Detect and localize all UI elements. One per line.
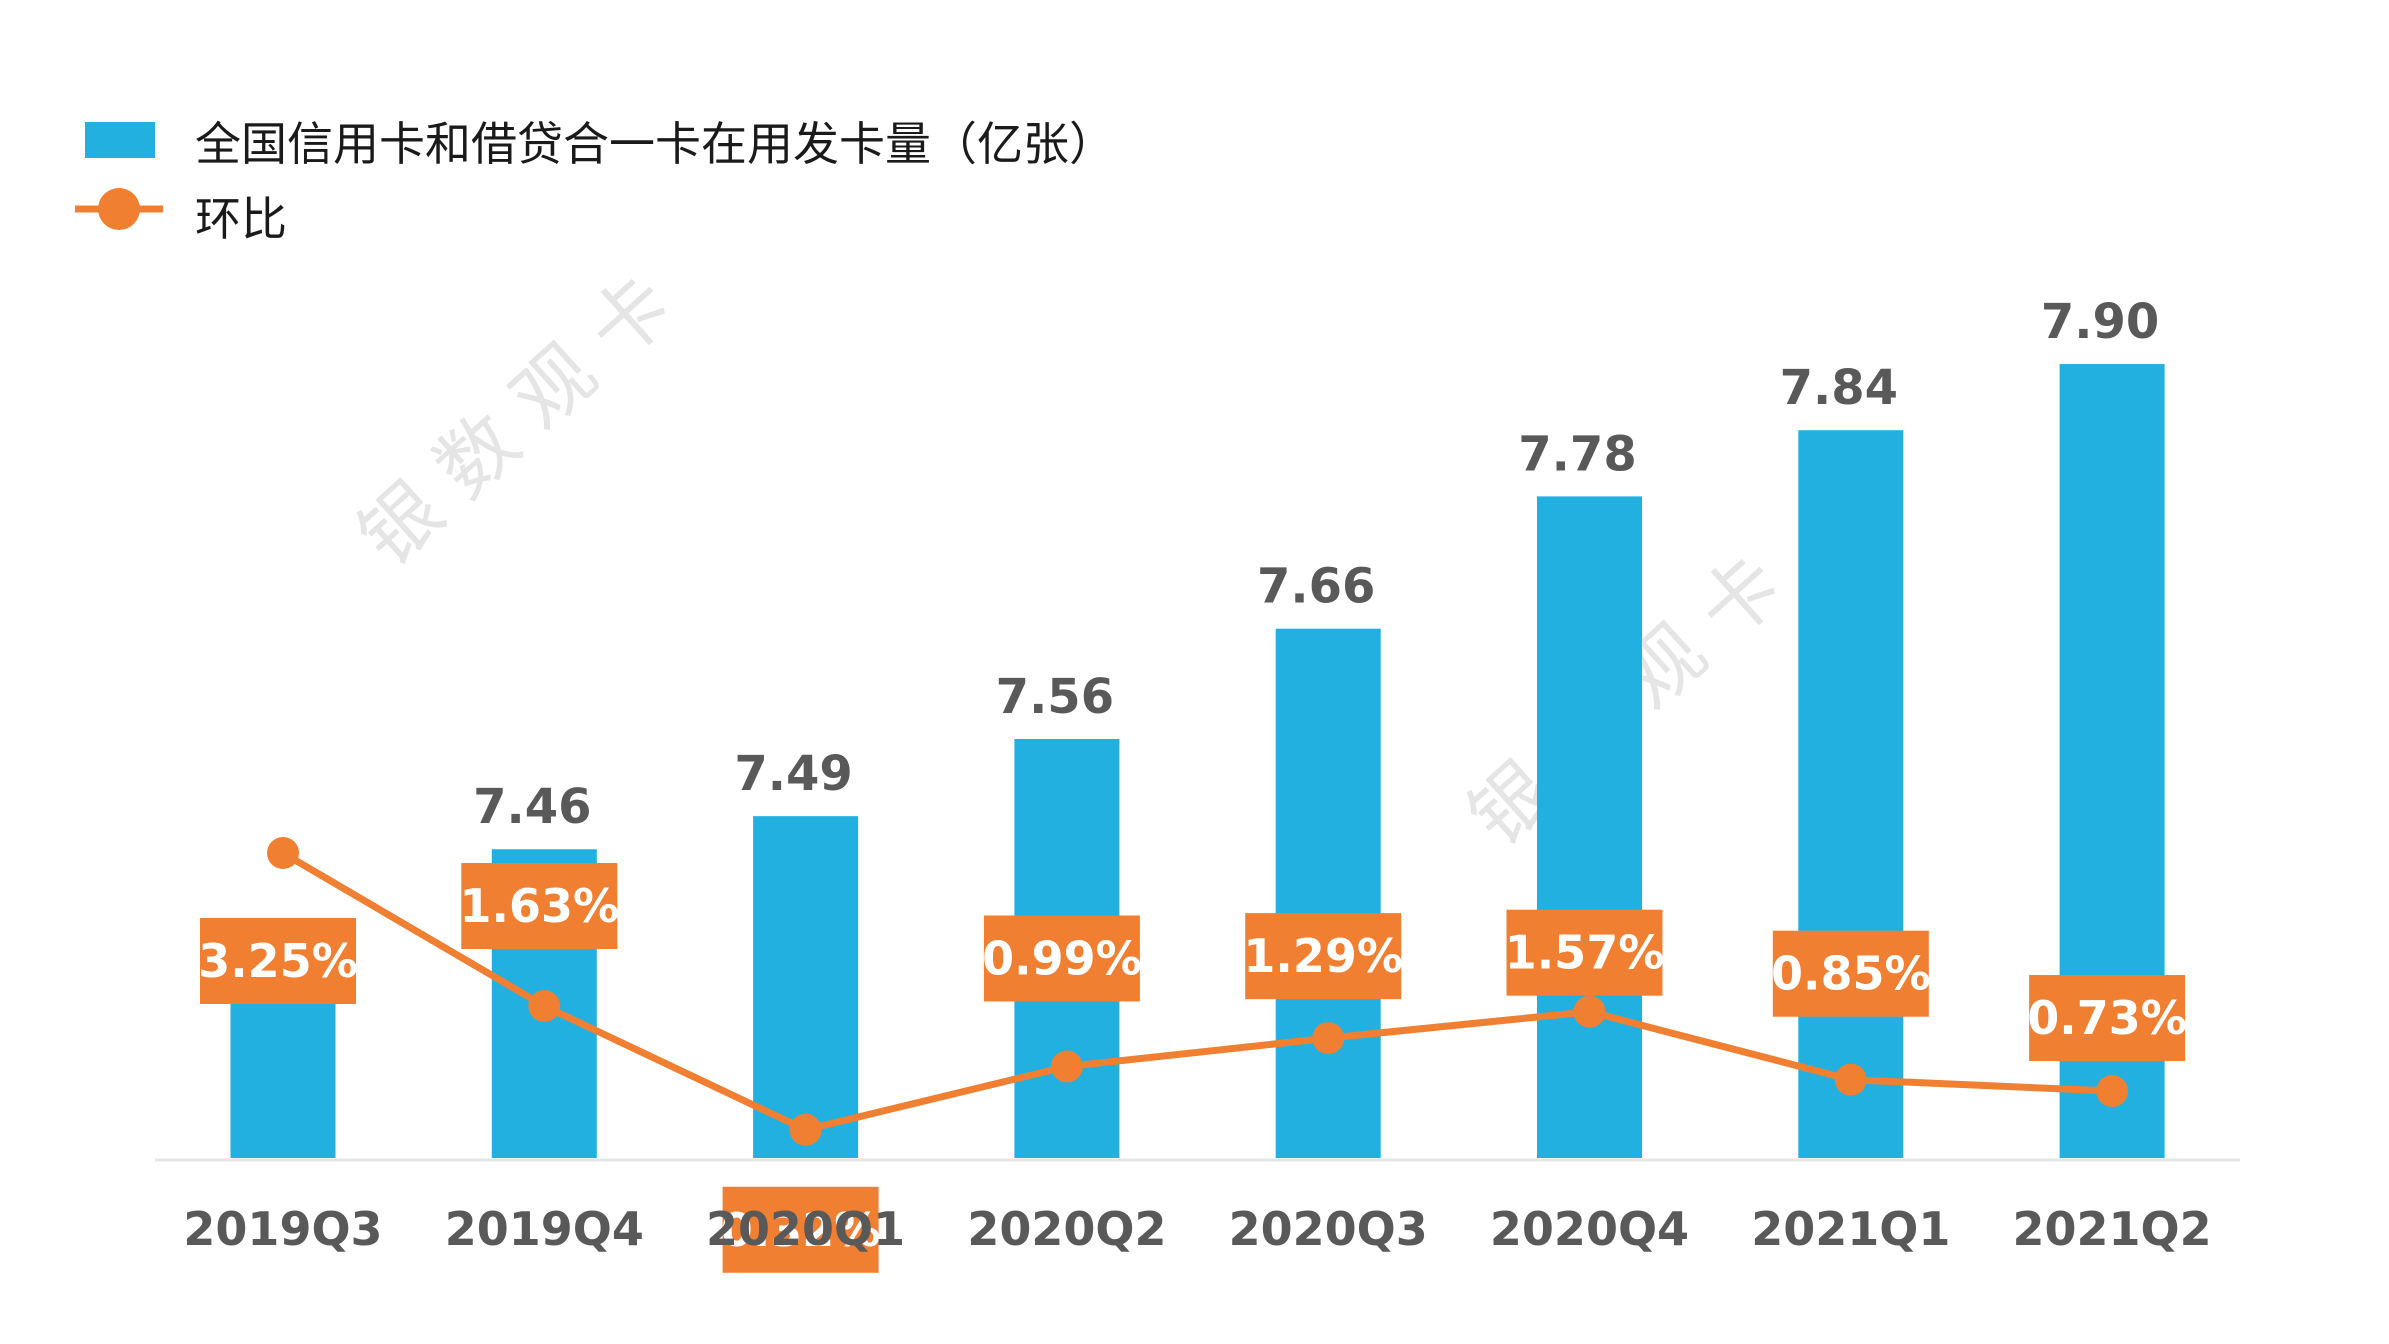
line-point-2019Q4 (528, 990, 561, 1023)
line-path (281, 849, 2113, 1134)
line-value-label-2019Q3: 3.25% (198, 934, 358, 988)
bar-2020Q4 (1537, 496, 1642, 1158)
line-point-2019Q3 (267, 837, 299, 869)
line-value-label-2021Q1: 0.85% (1771, 947, 1931, 1001)
line-point-2020Q4 (1573, 995, 1606, 1028)
line-point-2021Q1 (1834, 1063, 1867, 1096)
bar-value-label-2020Q2: 7.56 (996, 669, 1114, 725)
bar-value-label-2020Q4: 7.78 (1518, 426, 1636, 482)
line-value-label-2020Q4: 1.57% (1505, 926, 1665, 980)
x-tick-2020Q4: 2020Q4 (1490, 1202, 1689, 1256)
bar-series (230, 364, 2165, 1159)
x-tick-2019Q3: 2019Q3 (183, 1202, 382, 1256)
legend-bar-label: 全国信用卡和借贷合一卡在用发卡量（亿张） (195, 117, 1115, 171)
line-value-label-2021Q2: 0.73% (2027, 991, 2187, 1045)
line-label-box-2020Q4 (1506, 909, 1663, 996)
x-tick-2019Q4: 2019Q4 (445, 1202, 644, 1256)
legend: 全国信用卡和借贷合一卡在用发卡量（亿张） 环比 (75, 117, 1115, 246)
x-tick-2020Q2: 2020Q2 (967, 1202, 1166, 1256)
bar-2020Q1 (753, 816, 859, 1158)
bar-2021Q1 (1798, 430, 1904, 1159)
x-axis-ticks: 2019Q3 2019Q4 2020Q1 2020Q2 2020Q3 2020Q4 2021… (183, 1202, 2211, 1256)
line-label-box-2020Q1 (722, 1186, 879, 1273)
line-label-box-2019Q3 (200, 918, 356, 1004)
line-label-box-2020Q2 (983, 915, 1140, 1002)
bar-value-label-2020Q3: 7.66 (1257, 559, 1375, 615)
line-point-2021Q2 (2096, 1075, 2129, 1108)
x-tick-2021Q2: 2021Q2 (2013, 1202, 2212, 1256)
legend-line-marker (98, 188, 140, 230)
bar-value-label-2021Q1: 7.84 (1780, 360, 1898, 416)
legend-bar-swatch (85, 122, 155, 158)
bar-value-label-2021Q2: 7.90 (2041, 294, 2159, 350)
line-value-label-2020Q1: 0.32% (721, 1203, 881, 1257)
line-point-2020Q1 (789, 1113, 822, 1146)
line-point-2020Q3 (1312, 1022, 1345, 1055)
line-value-labels: 3.25% 1.63% 0.32% 0.99% 1.29% 1.57% 0.85% 0.73% (198, 863, 2187, 1273)
line-value-label-2020Q3: 1.29% (1243, 929, 1403, 983)
x-tick-2020Q3: 2020Q3 (1229, 1202, 1428, 1256)
legend-line-label: 环比 (195, 192, 287, 246)
x-tick-2020Q1: 2020Q1 (706, 1202, 905, 1256)
line-label-box-2021Q2 (2029, 975, 2186, 1062)
line-label-box-2019Q4 (461, 863, 618, 950)
line-label-box-2020Q3 (1245, 913, 1402, 1000)
line-value-label-2019Q4: 1.63% (460, 879, 620, 933)
bar-value-label-2019Q4: 7.46 (473, 779, 591, 835)
line-series (267, 837, 2129, 1146)
bar-value-labels: 7.347.467.497.567.667.787.847.90 (212, 294, 2160, 968)
watermark-1: 银 数 观 卡 (342, 259, 689, 584)
bar-2020Q3 (1275, 628, 1381, 1158)
line-point-2020Q2 (1050, 1050, 1083, 1083)
bar-2019Q3 (230, 981, 336, 1158)
line-value-label-2020Q2: 0.99% (982, 931, 1142, 985)
x-tick-2021Q1: 2021Q1 (1751, 1202, 1950, 1256)
line-label-box-2021Q1 (1772, 930, 1929, 1017)
bar-value-label-2020Q1: 7.49 (734, 746, 852, 802)
